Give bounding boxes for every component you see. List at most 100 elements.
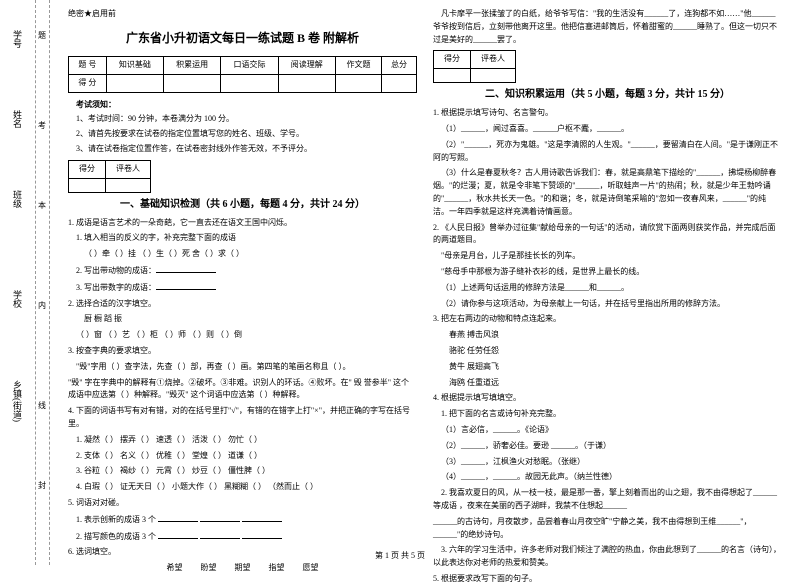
q: "慈母手中那根为游子缝补衣衫的线，是世界上最长的线。 <box>433 266 782 279</box>
q: 2. 我喜欢夏日的风，从一枝一枝，最是那一番，擎上刻着而出的山之翅，我不由得想起… <box>433 487 782 513</box>
q: "母亲是月台，儿子是那挂长长的列车。 <box>433 250 782 263</box>
td <box>335 74 381 92</box>
q: 5. 根据要求改写下面的句子。 <box>433 573 782 586</box>
td <box>382 74 417 92</box>
q: 厨 橱 蹈 振 <box>68 313 417 326</box>
q: 1. 表示创新的成语 3 个 <box>68 513 417 527</box>
th: 知识基础 <box>106 56 163 74</box>
qt: 3. 写出带数字的成语： <box>76 283 156 292</box>
dash-char: 内 <box>38 300 46 311</box>
td <box>106 74 163 92</box>
secret-header: 绝密★启用前 <box>68 8 417 21</box>
th: 总分 <box>382 56 417 74</box>
q: 1. 凝然（ ） 摆弄（ ） 速透（ ） 活泼（ ） 勿忙（ ） <box>68 434 417 447</box>
td <box>278 74 335 92</box>
q: 3. 写出带数字的成语： <box>68 281 417 295</box>
dash-char: 本 <box>38 200 46 211</box>
sig-c: 评卷人 <box>106 160 151 178</box>
sig-e <box>434 69 471 83</box>
q: 海鸥 任重道远 <box>433 377 782 390</box>
w: 盼望 <box>201 562 217 575</box>
q: 骆驼 任劳任怨 <box>433 345 782 358</box>
q: 2. 《人民日报》曾举办过征集"献给母亲的一句话"的活动，请欣赏下面两则获奖作品… <box>433 222 782 248</box>
content: 绝密★启用前 广东省小升初语文每日一练试题 B 卷 附解析 题 号 知识基础 积… <box>50 0 800 565</box>
q: 凡卡摩平一张揉皱了的白纸，给爷爷写信："我的生活没有______了，连狗都不如…… <box>433 8 782 46</box>
q: （3）什么是春夏秋冬？古人用诗歌告诉我们：春，就是高鼎笔下描绘的"______，… <box>433 167 782 218</box>
q: （2）"______，死亦为鬼雄。"这是李清照的人生观。"______，要留清白… <box>433 139 782 165</box>
notice: 考试须知： 1、考试时间：90 分钟，本卷满分为 100 分。 2、请首先按要求… <box>68 99 417 156</box>
margin-label: 乡镇(街道) <box>11 380 24 422</box>
word-row: 希望 盼望 期望 指望 愿望 <box>68 562 417 575</box>
q: （3）______，江枫渔火对愁眠。（张继） <box>433 456 782 469</box>
qt: 2. 描写颜色的成语 3 个 <box>76 532 156 541</box>
notice-item: 3、请在试卷指定位置作答，在试卷密封线外作答无效，不予评分。 <box>68 143 417 156</box>
dash-char: 线 <box>38 400 46 411</box>
q: 4. 白瑕（ ） 证无天日（ ） 小题大作（ ） 黑糊糊（ ） （然而止（ ） <box>68 481 417 494</box>
q: 1. 填入相当的反义的字，补充完整下面的成语 <box>68 232 417 245</box>
q: 3. 按查字典的要求填空。 <box>68 345 417 358</box>
q: 5. 词语对对碰。 <box>68 497 417 510</box>
q: 2. 支体（ ） 名义（ ） 优稚（ ） 堂煌（ ） 道谦（ ） <box>68 450 417 463</box>
dash-column: 题 考 本 内 线 封 <box>36 0 50 565</box>
q: 黄牛 展翅高飞 <box>433 361 782 374</box>
th: 阅读理解 <box>278 56 335 74</box>
q: 1. 成语是语言艺术的一朵奇葩，它一直去还在语文王国中闪烁。 <box>68 217 417 230</box>
sig-table: 得分评卷人 <box>68 160 151 193</box>
q: （ ）窗 （ ）艺 （ ）柜 （ ）师 （ ）则 （ ）倒 <box>68 329 417 342</box>
left-column: 绝密★启用前 广东省小升初语文每日一练试题 B 卷 附解析 题 号 知识基础 积… <box>60 8 425 557</box>
td <box>164 74 221 92</box>
qt: 1. 表示创新的成语 3 个 <box>76 515 156 524</box>
sig-c: 评卷人 <box>471 51 516 69</box>
sig-e <box>106 178 151 192</box>
dash-char: 封 <box>38 480 46 491</box>
q: 2. 描写颜色的成语 3 个 <box>68 530 417 544</box>
w: 希望 <box>167 562 183 575</box>
q: "毁" 字在字典中的解释有①烧掉。②破坏。③非难。识别人的环话。④败坏。在" 毁… <box>68 377 417 403</box>
q: "毁"字用（ ）查字法，先查（ ）部，再查（ ）画。第四笔的笔画名称且（ ）。 <box>68 361 417 374</box>
q: ______的古诗句，月夜散步，品尝着春山月夜空旷"宁静之美，我不由得想到王维_… <box>433 516 782 542</box>
q: 2. 写出带动物的成语： <box>68 264 417 278</box>
q: 1. 把下面的名言或诗句补充完整。 <box>433 408 782 421</box>
q: （2）______，骄奢必佳。要逊 ______。（于谦） <box>433 440 782 453</box>
sig-c: 得分 <box>69 160 106 178</box>
q: 3. 谷粒（ ） 褐纱（ ） 元霄（ ） 炒豆（ ） 僵性脾（ ） <box>68 465 417 478</box>
score-table: 题 号 知识基础 积累运用 口语交际 阅读理解 作文题 总分 得 分 <box>68 56 417 93</box>
q: （1）言必信，______。《论语》 <box>433 424 782 437</box>
right-column: 凡卡摩平一张揉皱了的白纸，给爷爷写信："我的生活没有______了，连狗都不如…… <box>425 8 790 557</box>
th: 口语交际 <box>221 56 278 74</box>
blank <box>156 264 216 273</box>
blank <box>156 281 216 290</box>
sig-e <box>471 69 516 83</box>
sig-c: 得分 <box>434 51 471 69</box>
blank <box>158 513 198 522</box>
notice-h: 考试须知： <box>68 99 417 112</box>
q: （ ）牵（ ）挂 （ ）生（ ）死 舍（ ）求（ ） <box>68 248 417 261</box>
q: 2. 选择合适的汉字填空。 <box>68 298 417 311</box>
td <box>221 74 278 92</box>
margin-label: 姓名 <box>11 110 24 128</box>
w: 愿望 <box>303 562 319 575</box>
q: （2）请你参与这项活动，为母亲献上一句话，并在括号里指出所用的修辞方法。 <box>433 298 782 311</box>
blank <box>242 530 282 539</box>
td: 得 分 <box>69 74 107 92</box>
blank <box>158 530 198 539</box>
q: 4. 根据提示填写填填空。 <box>433 392 782 405</box>
th: 题 号 <box>69 56 107 74</box>
notice-item: 1、考试时间：90 分钟，本卷满分为 100 分。 <box>68 113 417 126</box>
notice-item: 2、请首先按要求在试卷的指定位置填写您的姓名、班级、学号。 <box>68 128 417 141</box>
th: 积累运用 <box>164 56 221 74</box>
q: 春燕 搏击风浪 <box>433 329 782 342</box>
q: 3. 把左右两边的动物和特点连起来。 <box>433 313 782 326</box>
page-footer: 第 1 页 共 5 页 <box>0 550 800 561</box>
w: 期望 <box>235 562 251 575</box>
margin-label: 学校 <box>11 290 24 308</box>
th: 作文题 <box>335 56 381 74</box>
blank <box>200 530 240 539</box>
q: （1）上述两句话运用的修辞方法是______和______。 <box>433 282 782 295</box>
exam-title: 广东省小升初语文每日一练试题 B 卷 附解析 <box>68 29 417 48</box>
dash-char: 考 <box>38 120 46 131</box>
q: 4. 下面的词语书写有对有错，对的在括号里打"√"，有错的在错字上打"×"，并把… <box>68 405 417 431</box>
margin-label: 班级 <box>11 190 24 208</box>
q: （1）______，闻过喜喜。______户枢不蠹，______。 <box>433 123 782 136</box>
left-margin: 学号 姓名 班级 学校 乡镇(街道) <box>0 0 36 565</box>
